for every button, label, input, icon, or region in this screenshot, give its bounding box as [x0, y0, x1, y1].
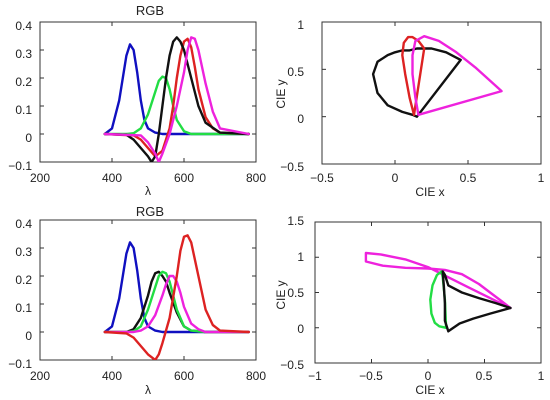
x-tick-label: 400	[102, 171, 122, 185]
x-tick-label: 0.5	[476, 369, 493, 383]
y-tick-label: 1.5	[287, 214, 304, 228]
series-group	[371, 35, 503, 118]
series-line	[441, 270, 512, 333]
panel-title: RGB	[136, 3, 164, 18]
y-tick-label: 0.2	[15, 75, 32, 89]
x-tick-labels: −1 −0.5 0 0.5 1	[308, 369, 545, 383]
y-tick-label: −0.1	[8, 357, 32, 371]
plot-area-rgb-top	[39, 21, 257, 163]
axes-frame	[39, 21, 257, 163]
y-tick-label: 0	[25, 329, 32, 343]
x-tick-label: 200	[30, 171, 50, 185]
x-tick-label: 600	[174, 369, 194, 383]
series-line	[103, 274, 251, 334]
series-line	[103, 36, 251, 162]
x-tick-label: 800	[246, 171, 266, 185]
y-tick-label: 0.2	[15, 273, 32, 287]
series-line	[364, 251, 512, 310]
axes-frame	[314, 221, 542, 364]
y-tick-labels: −0.1 0 0.1 0.2 0.3 0.4	[8, 217, 32, 371]
x-axis-label: CIE x	[415, 383, 444, 397]
series-line	[103, 36, 251, 162]
y-tick-label: 0.4	[15, 19, 32, 33]
y-tick-label: 0.1	[15, 301, 32, 315]
y-tick-label: −0.5	[280, 358, 304, 372]
series-line	[401, 35, 426, 117]
x-tick-label: 0	[425, 369, 432, 383]
y-tick-label: 0.1	[15, 103, 32, 117]
x-tick-label: 600	[174, 171, 194, 185]
panel-cie-bottom: −0.5 0 0.5 1 1.5 −1 −0.5 0 0.5 1 CIE x C…	[274, 214, 545, 397]
y-tick-label: 0	[297, 322, 304, 336]
x-tick-label: 1	[538, 369, 545, 383]
y-tick-label: 1	[297, 250, 304, 264]
y-tick-label: 1	[297, 18, 304, 32]
y-tick-label: 0	[25, 131, 32, 145]
x-tick-labels: −0.5 0 0.5 1	[310, 171, 545, 185]
plot-area-cie-bottom	[314, 221, 542, 364]
x-tick-label: 0	[392, 171, 399, 185]
y-tick-label: 0.4	[15, 217, 32, 231]
plot-area-cie-top	[321, 21, 542, 165]
series-group	[103, 234, 251, 360]
axes-frame	[39, 219, 257, 361]
x-tick-label: 1	[538, 171, 545, 185]
plot-area-rgb-bottom	[39, 219, 257, 361]
x-tick-label: 200	[30, 369, 50, 383]
y-tick-label: 0.3	[15, 245, 32, 259]
panel-cie-top: −0.5 0 0.5 1 −0.5 0 0.5 1 CIE x CIE y	[274, 18, 545, 199]
y-tick-label: 0.5	[287, 65, 304, 79]
x-axis-label: λ	[145, 383, 151, 397]
y-tick-label: 0.3	[15, 47, 32, 61]
series-line	[103, 43, 251, 136]
series-line	[103, 270, 251, 334]
x-tick-label: −0.5	[359, 369, 383, 383]
panel-rgb-top: RGB −0.1 0 0.1 0.2 0.3 0.4 200 400 600 8…	[8, 3, 266, 198]
y-axis-label: CIE y	[274, 79, 288, 108]
x-tick-label: 400	[102, 369, 122, 383]
y-axis-label: CIE y	[274, 280, 288, 309]
x-tick-label: −0.5	[310, 171, 334, 185]
x-tick-label: 800	[246, 369, 266, 383]
x-tick-label: 0.5	[460, 171, 477, 185]
x-axis-label: CIE x	[415, 185, 444, 199]
series-line	[103, 37, 251, 158]
y-tick-labels: −0.5 0 0.5 1 1.5	[280, 214, 304, 372]
series-line	[103, 241, 251, 334]
series-group	[103, 36, 251, 162]
panel-title: RGB	[136, 204, 164, 219]
x-tick-label: −1	[308, 369, 322, 383]
series-line	[371, 47, 462, 118]
x-tick-labels: 200 400 600 800	[30, 369, 266, 383]
series-line	[411, 35, 503, 117]
x-axis-label: λ	[145, 184, 151, 198]
y-tick-label: 0	[297, 112, 304, 126]
y-tick-labels: −0.5 0 0.5 1	[280, 18, 304, 174]
series-group	[364, 251, 512, 333]
series-line	[103, 234, 251, 360]
y-tick-label: 0.5	[287, 286, 304, 300]
y-tick-label: −0.1	[8, 159, 32, 173]
panel-rgb-bottom: RGB −0.1 0 0.1 0.2 0.3 0.4 200 400 600 8…	[8, 204, 266, 397]
y-tick-labels: −0.1 0 0.1 0.2 0.3 0.4	[8, 19, 32, 173]
axes-frame	[321, 21, 542, 165]
y-tick-label: −0.5	[280, 160, 304, 174]
x-tick-labels: 200 400 600 800	[30, 171, 266, 185]
